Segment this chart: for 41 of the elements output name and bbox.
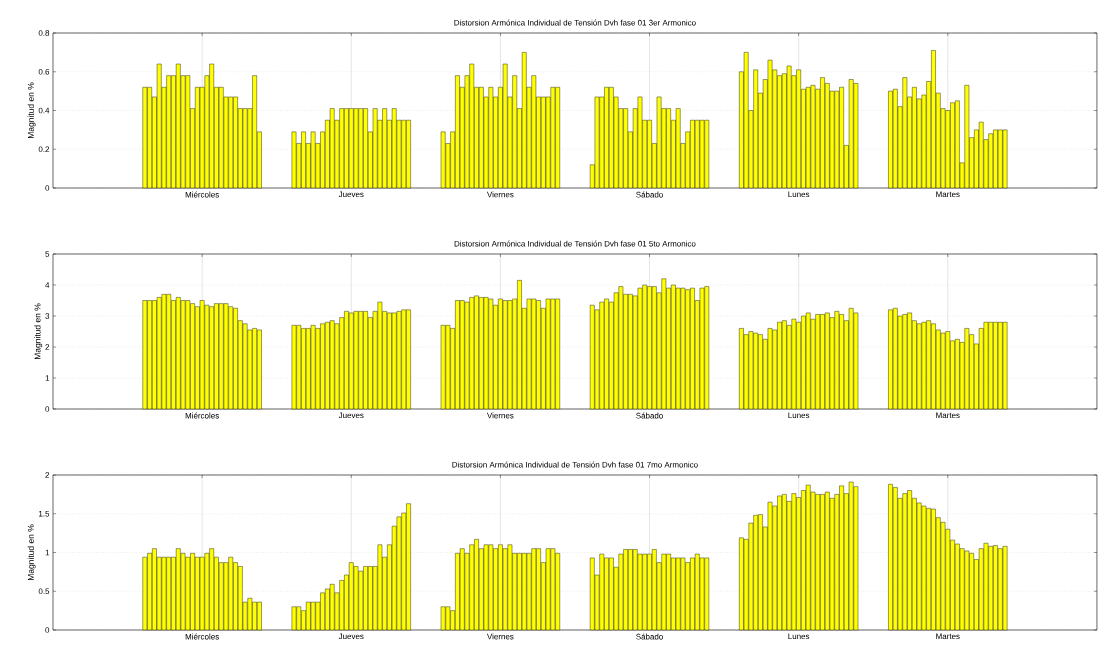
bar — [353, 566, 359, 631]
bar — [545, 298, 551, 410]
bar — [242, 323, 248, 410]
bar — [743, 52, 749, 189]
bar — [786, 65, 792, 189]
y-axis-title: Magnitud en % — [34, 303, 43, 360]
bar — [694, 119, 700, 189]
bar — [594, 96, 600, 189]
bar — [329, 320, 335, 410]
bar — [372, 108, 378, 189]
bar — [521, 52, 527, 189]
bar — [805, 312, 811, 410]
bar — [310, 131, 316, 189]
bar — [916, 323, 922, 410]
bar — [391, 108, 397, 189]
bar — [767, 328, 773, 410]
bar — [329, 108, 335, 189]
bar — [310, 601, 316, 631]
bar — [175, 63, 181, 189]
bar — [353, 311, 359, 410]
bar — [502, 63, 508, 189]
bar — [218, 87, 224, 189]
bar — [694, 553, 700, 631]
bar — [978, 121, 984, 189]
bar — [656, 96, 662, 189]
y-axis-title: Magnitud en % — [27, 524, 36, 581]
bar — [156, 297, 162, 410]
bar — [353, 108, 359, 189]
bar — [329, 584, 335, 631]
bar — [156, 63, 162, 189]
bar — [199, 556, 205, 631]
bar — [767, 501, 773, 631]
bar — [502, 300, 508, 410]
bar — [675, 108, 681, 189]
bar — [459, 300, 465, 410]
y-axis-title: Magnitud en % — [27, 82, 36, 139]
bar — [242, 108, 248, 189]
bar — [391, 312, 397, 410]
bar — [632, 549, 638, 631]
bar — [459, 548, 465, 631]
bar — [310, 325, 316, 410]
